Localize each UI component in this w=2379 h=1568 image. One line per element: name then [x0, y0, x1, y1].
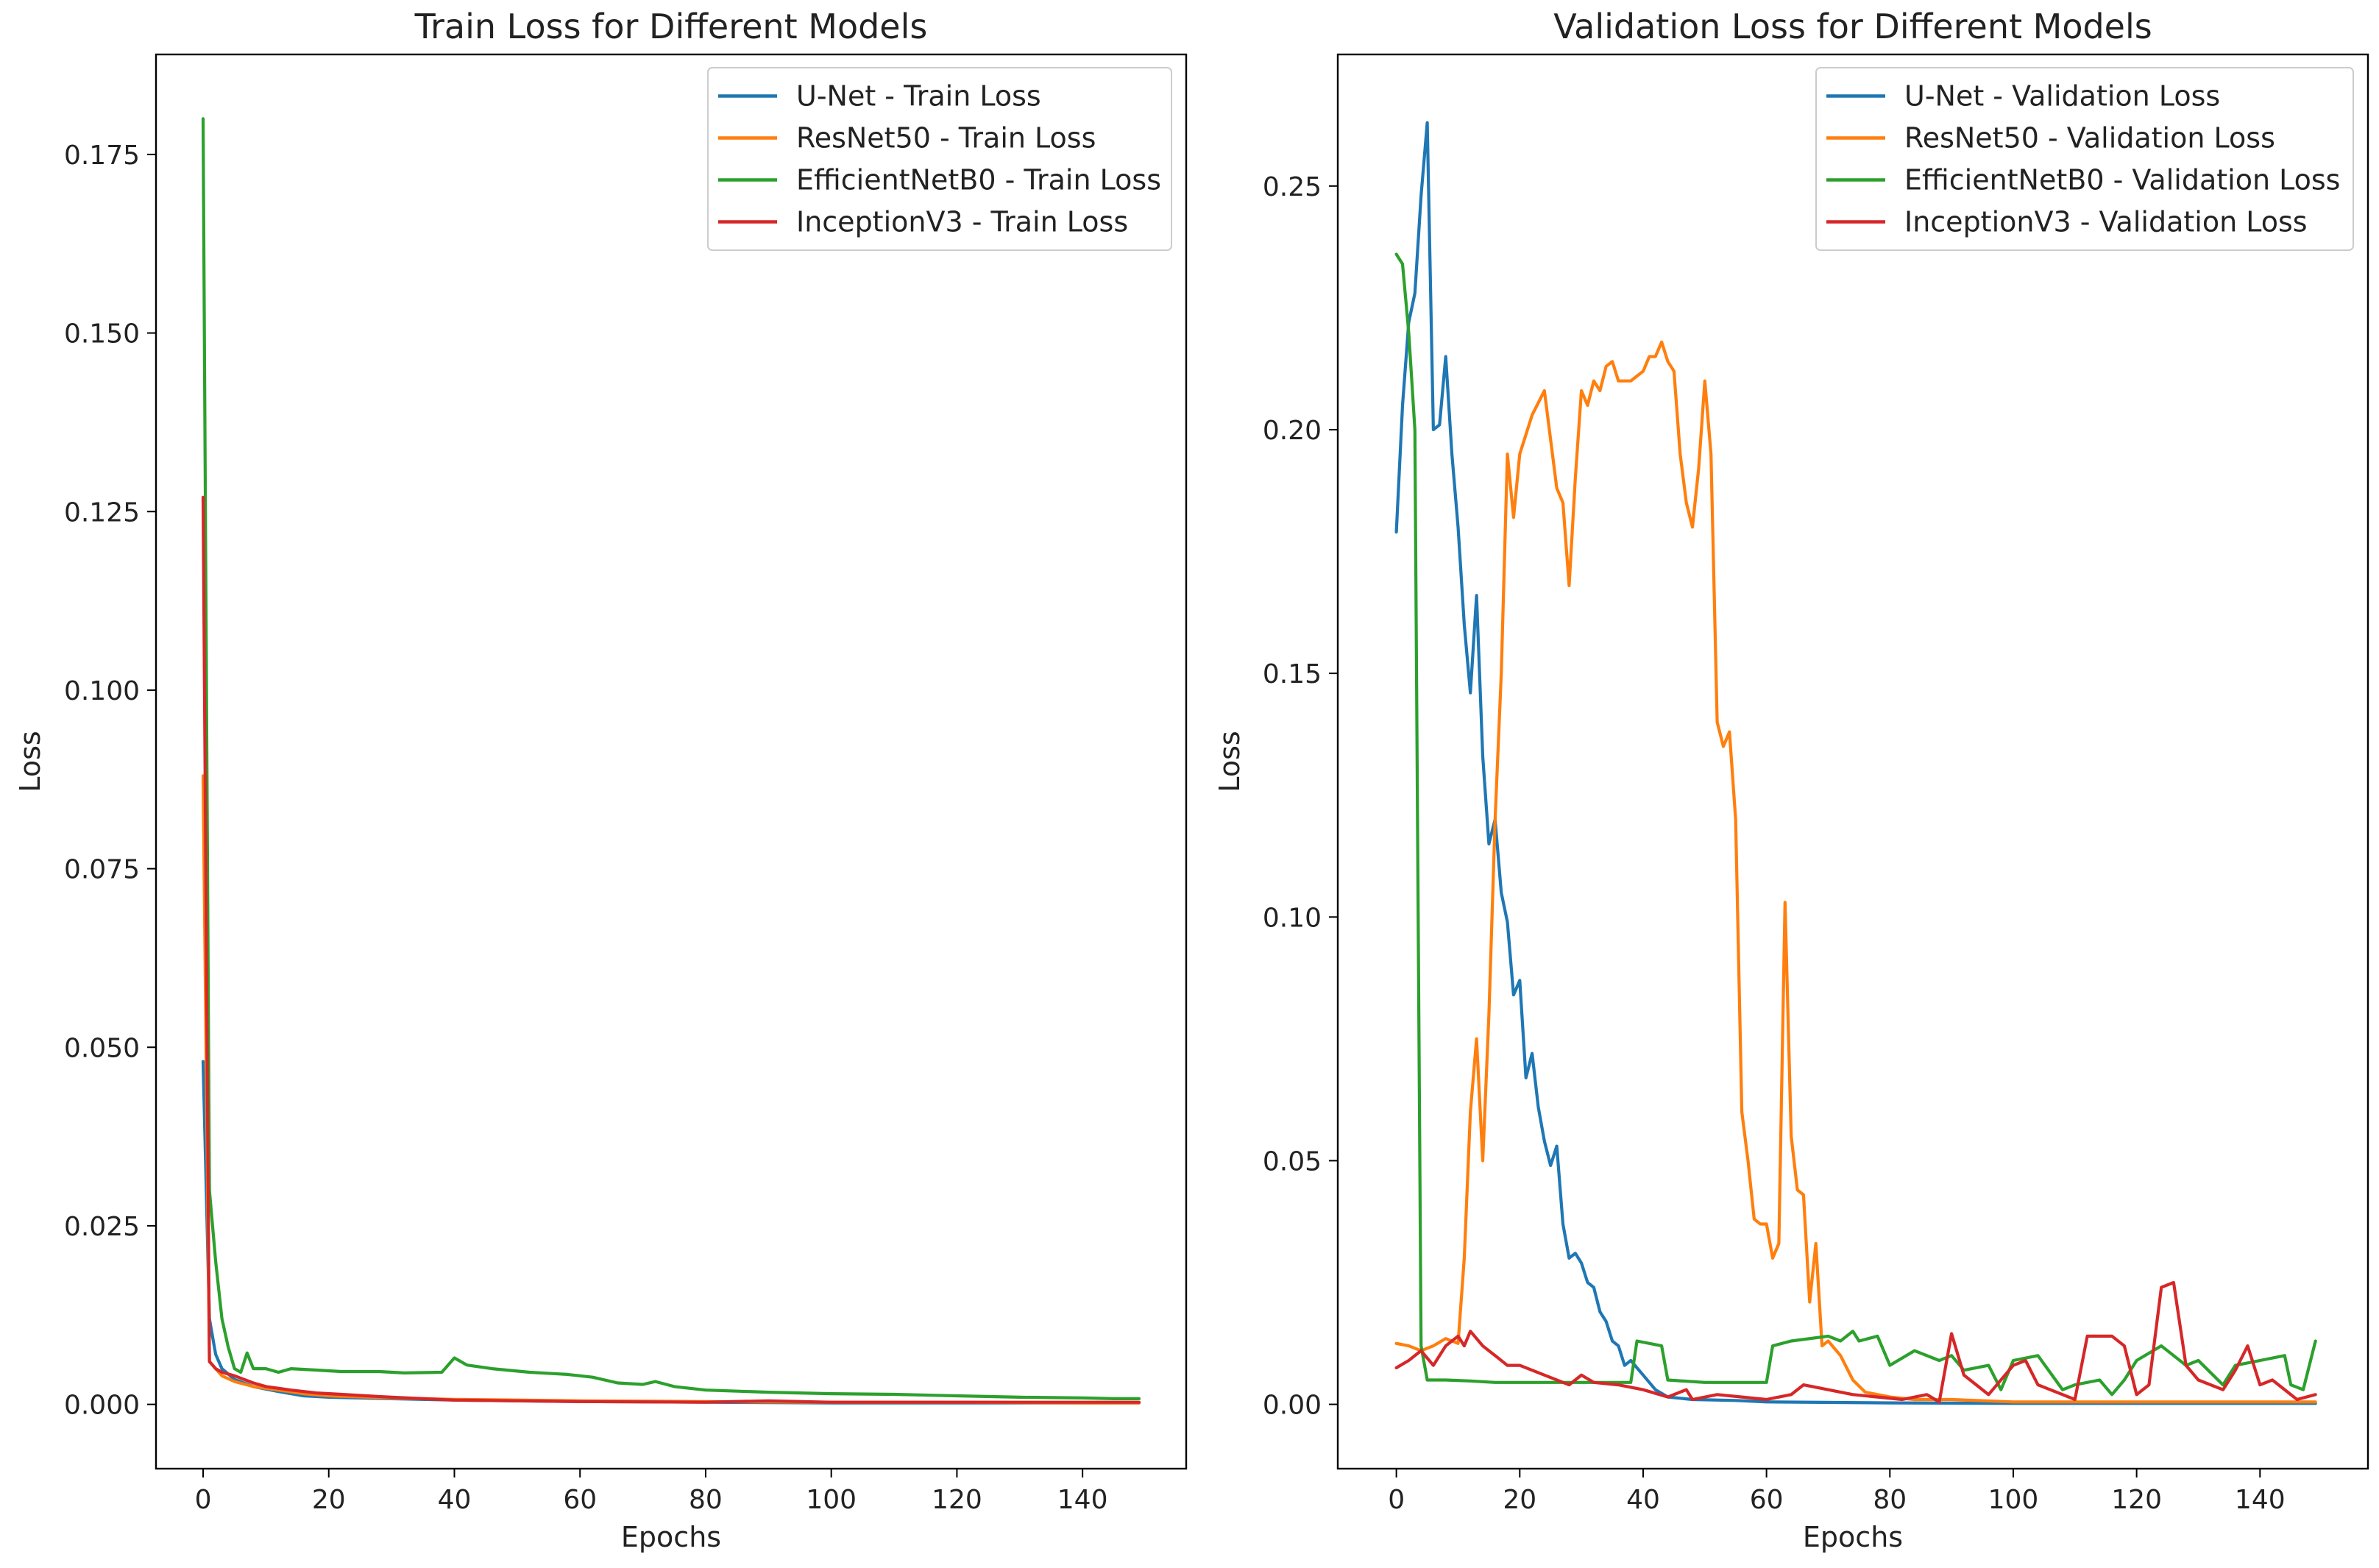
series-line-4 [1394, 1280, 2317, 1404]
y-tick-label: 0.15 [1263, 659, 1322, 689]
series-line-2 [1394, 340, 2317, 1404]
x-tick-label: 0 [195, 1485, 212, 1515]
legend-box [1815, 67, 2354, 251]
series-group [1394, 121, 2317, 1405]
legend-label-2: ResNet50 - Validation Loss [1904, 122, 2275, 155]
legend: U-Net - Validation Loss ResNet50 - Valida… [1815, 67, 2354, 251]
y-axis-label: Loss [1213, 731, 1246, 792]
x-tick-label: 140 [2235, 1485, 2286, 1515]
x-tick-label: 20 [312, 1485, 346, 1515]
legend-label-4: InceptionV3 - Validation Loss [1904, 206, 2308, 238]
x-tick-label: 100 [806, 1485, 857, 1515]
legend-box [707, 67, 1172, 251]
x-tick-label: 120 [2111, 1485, 2162, 1515]
legend-label-1: U-Net - Validation Loss [1904, 80, 2220, 113]
series-line-1 [201, 1060, 1141, 1405]
series-line-1 [1394, 121, 2317, 1405]
x-tick-label: 80 [1873, 1485, 1907, 1515]
y-tick-label: 0.025 [64, 1212, 140, 1242]
y-tick-label: 0.075 [64, 855, 140, 885]
legend: U-Net - Train Loss ResNet50 - Train Loss E… [707, 67, 1172, 251]
y-tick-label: 0.100 [64, 676, 140, 706]
x-axis-label: Epochs [621, 1521, 721, 1553]
series-line-4 [201, 495, 1141, 1404]
chart-title: Validation Loss for Different Models [1553, 7, 2152, 46]
x-tick-label: 40 [1626, 1485, 1660, 1515]
x-tick-label: 60 [1750, 1485, 1784, 1515]
y-tick-label: 0.000 [64, 1391, 140, 1421]
series-line-3 [1394, 252, 2317, 1397]
y-tick-label: 0.125 [64, 497, 140, 528]
legend-label-3: EfficientNetB0 - Validation Loss [1904, 164, 2340, 196]
chart-title: Train Loss for Different Models [414, 7, 928, 46]
legend-label-2: ResNet50 - Train Loss [796, 122, 1096, 155]
y-tick-label: 0.175 [64, 141, 140, 171]
x-tick-label: 80 [689, 1485, 723, 1515]
x-tick-label: 60 [563, 1485, 597, 1515]
axes-frame [1336, 53, 2369, 1470]
y-tick-label: 0.25 [1263, 172, 1322, 202]
chart-1: Train Loss for Different Models 0 20 40 60 80… [14, 7, 1188, 1553]
y-tick-label: 0.150 [64, 319, 140, 350]
legend-label-4: InceptionV3 - Train Loss [796, 206, 1128, 238]
x-tick-label: 40 [438, 1485, 472, 1515]
y-tick-label: 0.05 [1263, 1146, 1322, 1177]
y-tick-label: 0.10 [1263, 903, 1322, 933]
legend-label-3: EfficientNetB0 - Train Loss [796, 164, 1161, 196]
x-axis-label: Epochs [1803, 1521, 1903, 1553]
axes-frame [155, 53, 1188, 1470]
series-group [201, 117, 1141, 1405]
x-tick-label: 0 [1388, 1485, 1405, 1515]
x-tick-label: 140 [1057, 1485, 1108, 1515]
series-line-2 [201, 774, 1141, 1405]
y-tick-label: 0.20 [1263, 416, 1322, 446]
x-tick-label: 120 [932, 1485, 982, 1515]
x-tick-label: 100 [1988, 1485, 2039, 1515]
legend-label-1: U-Net - Train Loss [796, 80, 1041, 113]
y-tick-label: 0.00 [1263, 1391, 1322, 1421]
y-tick-label: 0.050 [64, 1033, 140, 1063]
series-line-3 [201, 117, 1141, 1400]
x-tick-label: 20 [1503, 1485, 1536, 1515]
y-axis-label: Loss [14, 731, 46, 792]
chart-2: Validation Loss for Different Models 0 20 4… [1213, 7, 2369, 1553]
